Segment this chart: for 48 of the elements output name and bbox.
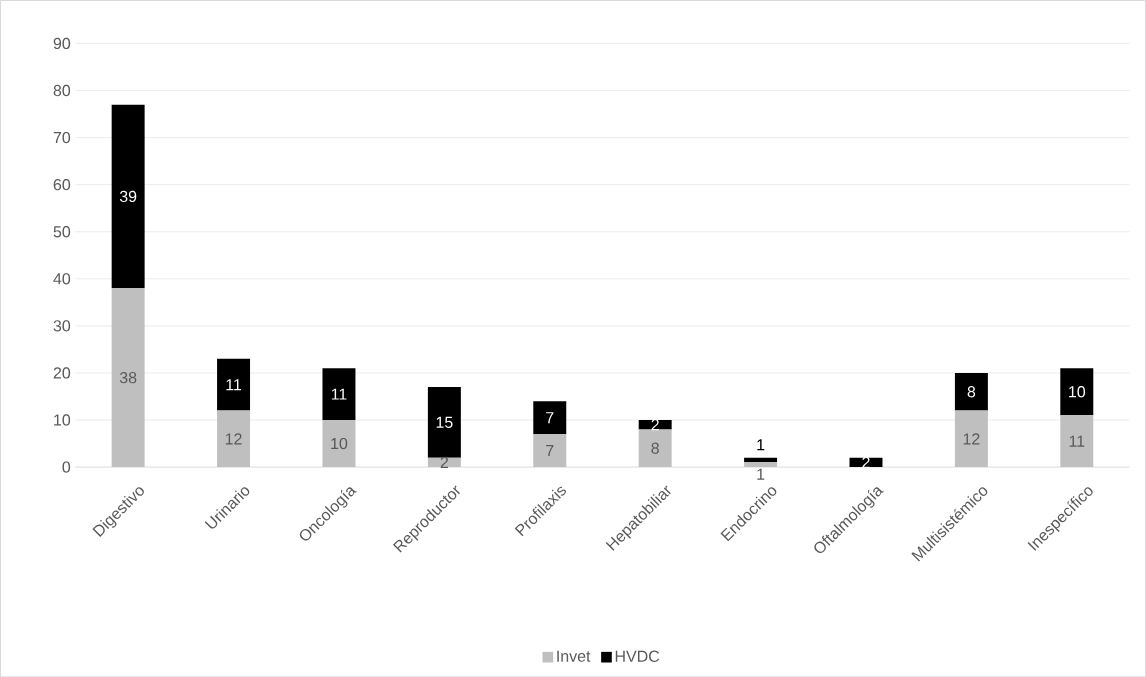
- bar: [954, 410, 988, 467]
- bar: [217, 358, 251, 411]
- data-label: 2: [651, 418, 659, 431]
- bar: [533, 433, 567, 467]
- data-label: 8: [651, 442, 659, 454]
- data-label: 8: [967, 385, 976, 398]
- data-label: 11: [1069, 435, 1085, 447]
- bar: [1060, 415, 1094, 467]
- y-tick-label: 0: [62, 461, 71, 473]
- data-label: 39: [119, 190, 137, 202]
- bar: [1060, 368, 1094, 416]
- y-tick-label: 10: [54, 414, 71, 426]
- bar: [954, 372, 988, 411]
- data-label: 2: [862, 456, 870, 468]
- data-label: 12: [225, 433, 242, 445]
- y-tick-label: 40: [53, 272, 71, 285]
- bar: [638, 419, 672, 430]
- data-label: 10: [331, 437, 348, 449]
- data-label: 38: [119, 371, 137, 384]
- bar: [427, 457, 461, 467]
- bar: [217, 410, 251, 467]
- bar: [111, 288, 145, 467]
- bar: [111, 104, 145, 289]
- data-label: 2: [440, 456, 449, 468]
- y-tick-label: 60: [53, 178, 71, 191]
- data-label: 7: [546, 444, 554, 456]
- data-label: 11: [226, 379, 242, 391]
- y-tick-label: 50: [53, 225, 71, 238]
- data-label: 15: [436, 416, 453, 428]
- bar: [638, 429, 672, 467]
- data-label: 12: [963, 433, 980, 445]
- y-tick-label: 90: [53, 37, 71, 49]
- y-tick-label: 70: [53, 131, 71, 144]
- bar: [322, 419, 356, 467]
- y-tick-label: 20: [53, 367, 71, 379]
- bar: [427, 386, 461, 458]
- data-label: 11: [331, 388, 347, 400]
- legend-label: HVDC: [615, 650, 660, 662]
- data-label: 1: [757, 468, 765, 480]
- bar: [322, 368, 356, 420]
- data-label: 10: [1069, 385, 1086, 398]
- data-label: 1: [757, 439, 765, 451]
- y-tick-label: 30: [53, 320, 71, 332]
- legend-label: Invet: [557, 650, 591, 662]
- bar: [744, 462, 778, 467]
- data-label: 7: [546, 411, 554, 423]
- bar: [533, 400, 567, 434]
- y-tick-label: 80: [53, 84, 71, 96]
